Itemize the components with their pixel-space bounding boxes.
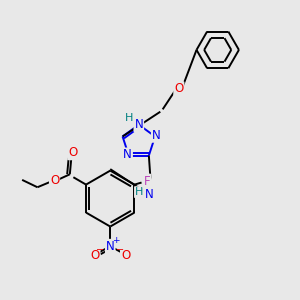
Text: O: O [90,249,100,262]
Text: −: − [116,244,124,254]
Text: N: N [152,129,161,142]
Text: H: H [135,187,143,197]
Text: H: H [125,113,134,123]
Text: O: O [174,82,184,95]
Text: N: N [145,188,153,201]
Text: O: O [68,146,77,159]
Text: N: N [106,240,115,253]
Text: −: − [97,244,105,254]
Text: O: O [50,174,59,187]
Text: F: F [143,175,150,188]
Text: N: N [134,118,143,131]
Text: N: N [123,148,132,161]
Text: O: O [121,249,130,262]
Text: +: + [112,236,120,245]
